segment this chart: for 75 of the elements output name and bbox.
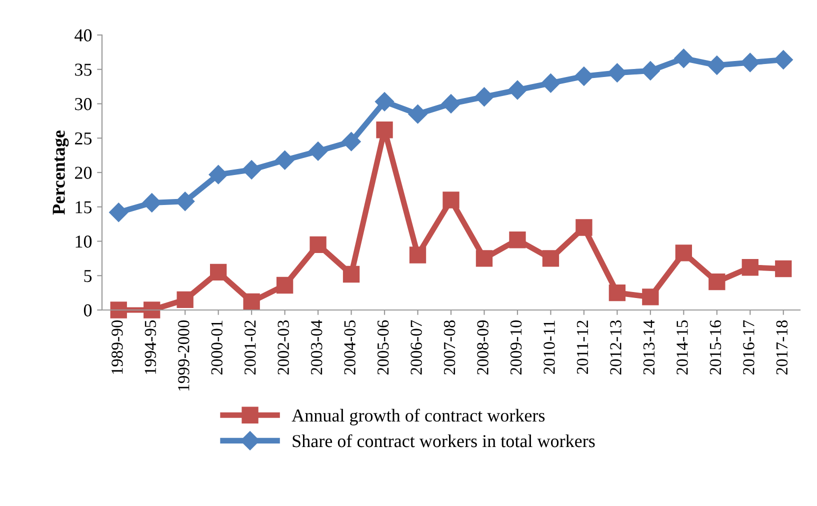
point [608,284,626,302]
x-tick-label: 1999-2000 [178,320,190,390]
x-tick-label: 2003-04 [310,320,322,375]
legend-label: Share of contract workers in total workers [292,434,595,448]
point [176,291,194,308]
x-tick-label: 2009-10 [510,320,522,375]
point [576,219,592,236]
point [474,87,494,106]
y-tick-label: 15 [76,201,92,214]
point [742,259,758,276]
point [541,74,560,93]
point [542,250,560,267]
point [208,165,228,184]
point [509,232,526,248]
point [674,48,694,68]
y-tick-label: 35 [75,64,92,76]
point [774,50,793,70]
y-tick-label: 30 [75,98,92,110]
point [242,160,262,180]
x-tick-label: 2004-05 [344,320,356,375]
x-tick-label: 2000-01 [211,320,223,375]
x-tick-label: 2016-17 [743,320,754,375]
x-tick-label: 2006-07 [410,320,422,375]
point [275,150,294,170]
point [707,56,726,75]
x-tick-label: 1989-90 [112,320,123,374]
point [144,302,160,318]
point [176,192,195,211]
y-tick-label: 10 [76,236,92,248]
x-tick-label: 1994-95 [144,320,156,374]
point [642,288,659,306]
x-tick-label: 2013-14 [643,320,655,375]
point [409,246,426,264]
point [310,236,326,254]
point [740,52,760,72]
point [442,192,460,208]
point [243,293,260,310]
x-tick-label: 2001-02 [244,320,256,375]
point [109,202,128,222]
legend-label: Annual growth of contract workers [292,408,545,426]
point [675,244,692,262]
x-tick-label: 2008-09 [477,320,488,375]
point [640,61,660,80]
point [775,260,792,278]
x-tick-label: 2005-06 [377,320,389,375]
point [408,104,428,124]
y-tick-label: 20 [75,166,92,179]
y-tick-label: 25 [75,132,92,145]
y-axis-title: Percentage [52,130,69,215]
point [508,80,528,100]
point [276,276,294,294]
point [708,273,726,290]
x-tick-label: 2017-18 [776,320,788,375]
point [308,142,328,161]
point [376,122,393,138]
x-tick-label: 2002-03 [278,320,289,375]
point [210,264,227,281]
x-tick-label: 2007-08 [444,320,456,375]
point [374,92,394,112]
point [441,94,461,114]
x-tick-label: 2015-16 [710,320,722,375]
x-tick-label: 2012-13 [610,320,622,375]
y-tick-label: 40 [74,29,92,42]
point [342,266,360,283]
x-tick-label: 2010-11 [544,320,555,374]
x-tick-label: 2014-15 [676,320,688,375]
y-tick-label: 0 [84,304,92,316]
point [142,193,162,212]
point [342,132,361,152]
point [608,63,627,82]
y-tick-label: 5 [84,270,92,282]
x-tick-label: 2011-12 [576,320,588,374]
point [574,66,594,86]
point [476,250,493,267]
point [110,302,127,318]
